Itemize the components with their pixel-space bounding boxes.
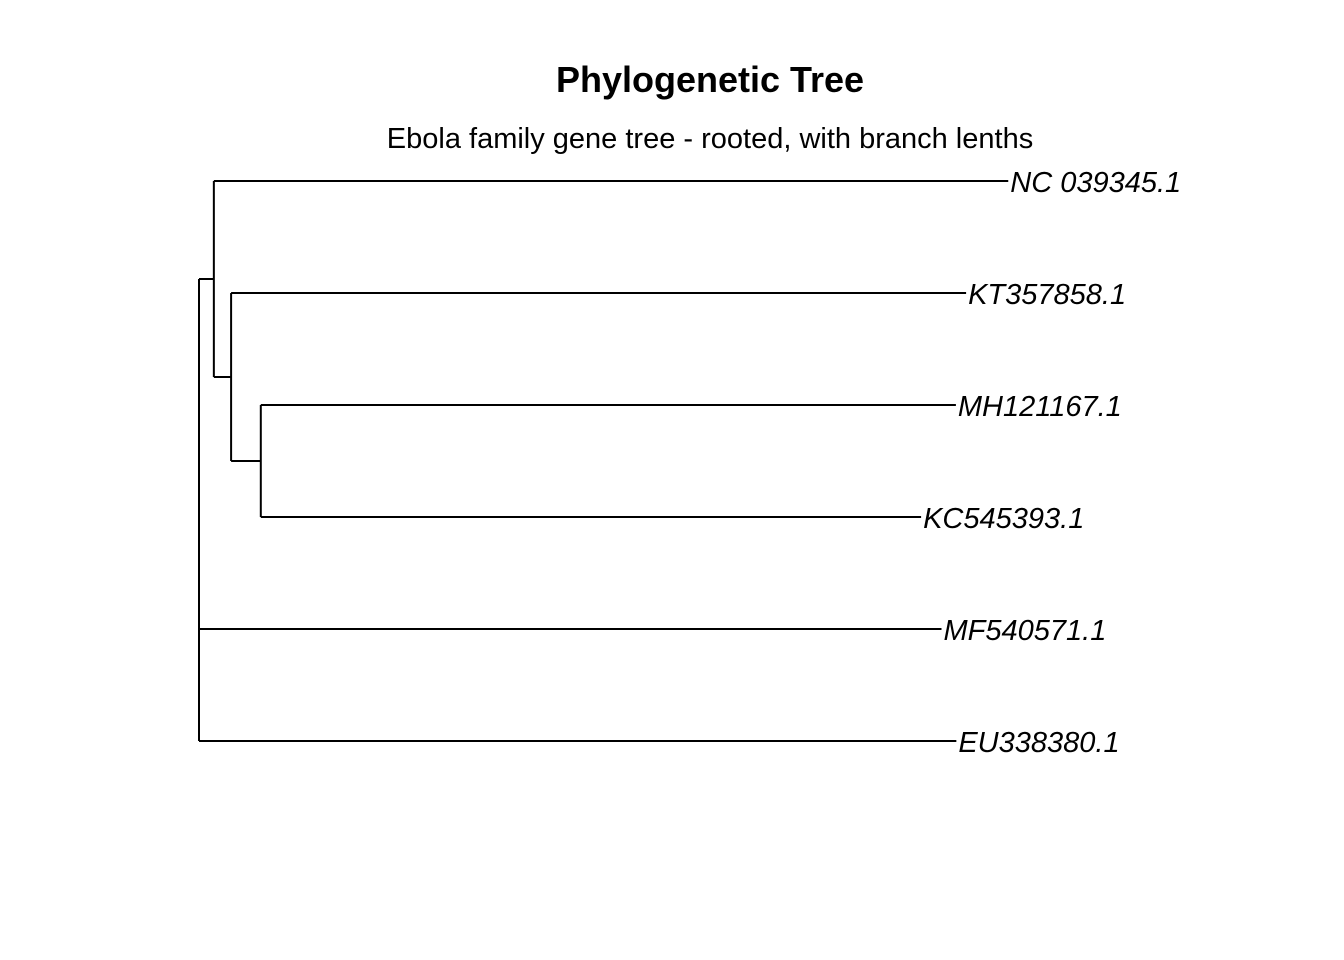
tip-label: MF540571.1 [944,615,1107,647]
tip-labels: NC 039345.1 KT357858.1 MH121167.1 KC545393.… [923,167,1181,759]
tip-label: NC 039345.1 [1010,167,1181,199]
tip-label: MH121167.1 [958,391,1122,423]
tip-label: EU338380.1 [958,727,1119,759]
tip-label: KT357858.1 [968,279,1126,311]
tree-branches [198,180,1009,742]
page-title: Phylogenetic Tree [555,59,865,100]
page-subtitle: Ebola family gene tree - rooted, with br… [386,123,1034,155]
tip-label: KC545393.1 [923,503,1084,535]
